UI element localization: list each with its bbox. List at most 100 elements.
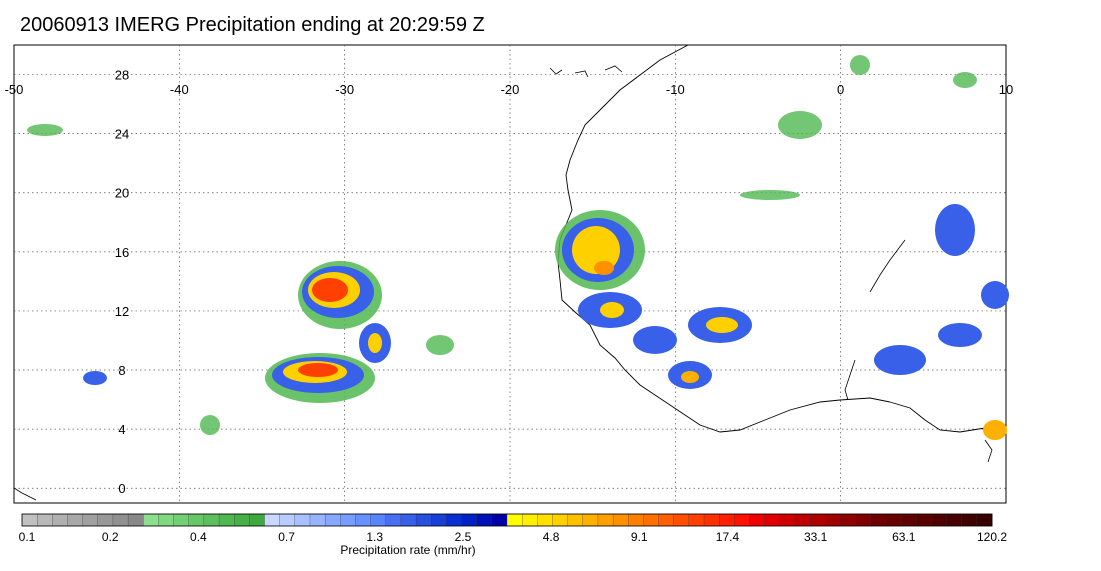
lat-tick-label: 28 xyxy=(115,68,129,83)
colorbar-tick-label: 0.7 xyxy=(278,530,295,544)
colorbar-swatch xyxy=(976,513,993,527)
colorbar-swatch xyxy=(188,513,205,527)
colorbar-swatch xyxy=(658,513,675,527)
colorbar-swatch xyxy=(249,513,265,527)
colorbar-swatch xyxy=(218,513,235,527)
colorbar-swatch xyxy=(340,513,356,527)
lat-tick-label: 0 xyxy=(118,481,125,496)
lon-tick-label: -40 xyxy=(170,82,189,97)
colorbar-swatch xyxy=(870,513,887,527)
colorbar-swatch xyxy=(734,513,750,527)
colorbar-swatch xyxy=(825,513,841,527)
colorbar-swatch xyxy=(385,513,402,527)
colorbar-swatch xyxy=(749,513,766,527)
colorbar-tick-label: 63.1 xyxy=(892,530,916,544)
colorbar-swatch xyxy=(900,513,917,527)
map-title: 20060913 IMERG Precipitation ending at 2… xyxy=(20,14,485,36)
lon-tick-label: -10 xyxy=(666,82,685,97)
colorbar-swatch xyxy=(643,513,660,527)
colorbar-swatch xyxy=(127,513,144,527)
colorbar-swatch xyxy=(809,513,826,527)
colorbar-swatch xyxy=(431,513,447,527)
colorbar xyxy=(21,513,993,527)
map-frame xyxy=(13,44,1007,504)
colorbar-swatch xyxy=(158,513,175,527)
colorbar-swatch xyxy=(946,513,963,527)
colorbar-swatch xyxy=(476,513,493,527)
colorbar-swatch xyxy=(506,513,523,527)
colorbar-tick-labels: 0.1 0.2 0.4 0.7 1.3 2.5 4.8 9.1 17.4 33.1 63.1 120.… xyxy=(19,530,1008,544)
lat-tick-label: 8 xyxy=(118,363,125,378)
colorbar-tick-label: 4.8 xyxy=(543,530,560,544)
colorbar-outline xyxy=(21,513,993,527)
colorbar-tick-label: 0.4 xyxy=(190,530,207,544)
axis-tick-labels: -50 -40 -30 -20 -10 0 10 0 4 8 12 16 20 24 28 xyxy=(5,68,1014,497)
colorbar-swatch xyxy=(82,513,99,527)
colorbar-tick-label: 2.5 xyxy=(455,530,472,544)
colorbar-swatch xyxy=(931,513,947,527)
lat-tick-label: 24 xyxy=(115,127,129,142)
precipitation-field xyxy=(27,55,1009,440)
colorbar-swatch xyxy=(21,513,38,527)
colorbar-swatch xyxy=(355,513,372,527)
lat-tick-label: 4 xyxy=(118,422,125,437)
colorbar-swatch xyxy=(173,513,190,527)
colorbar-swatch xyxy=(37,513,53,527)
gridlines xyxy=(14,45,1006,503)
colorbar-swatch xyxy=(415,513,432,527)
colorbar-swatch xyxy=(97,513,114,527)
colorbar-swatch xyxy=(719,513,735,527)
colorbar-label: Precipitation rate (mm/hr) xyxy=(340,543,475,557)
colorbar-swatch xyxy=(143,513,159,527)
colorbar-swatch xyxy=(597,513,614,527)
colorbar-swatch xyxy=(537,513,553,527)
colorbar-swatch xyxy=(203,513,220,527)
lon-tick-label: -50 xyxy=(5,82,24,97)
colorbar-swatch xyxy=(673,513,690,527)
colorbar-swatch xyxy=(916,513,932,527)
colorbar-tick-label: 1.3 xyxy=(366,530,383,544)
colorbar-swatch xyxy=(234,513,250,527)
colorbar-swatch xyxy=(400,513,417,527)
colorbar-swatch xyxy=(279,513,296,527)
colorbar-swatch xyxy=(264,513,281,527)
lon-tick-label: -30 xyxy=(335,82,354,97)
colorbar-swatch xyxy=(567,513,584,527)
colorbar-tick-label: 17.4 xyxy=(716,530,740,544)
colorbar-swatch xyxy=(855,513,872,527)
colorbar-swatch xyxy=(688,513,705,527)
colorbar-swatch xyxy=(324,513,341,527)
colorbar-swatch xyxy=(582,513,599,527)
colorbar-swatch xyxy=(294,513,311,527)
colorbar-swatch xyxy=(52,513,68,527)
colorbar-swatch xyxy=(461,513,478,527)
colorbar-swatch xyxy=(764,513,781,527)
colorbar-swatch xyxy=(794,513,811,527)
colorbar-swatch xyxy=(703,513,720,527)
colorbar-swatch xyxy=(491,513,508,527)
lon-tick-label: -20 xyxy=(501,82,520,97)
colorbar-tick-label: 0.2 xyxy=(102,530,119,544)
colorbar-swatch xyxy=(67,513,84,527)
colorbar-swatch xyxy=(370,513,387,527)
colorbar-swatch xyxy=(628,513,644,527)
coastline xyxy=(13,44,1007,501)
colorbar-swatch xyxy=(446,513,462,527)
colorbar-tick-label: 9.1 xyxy=(631,530,648,544)
colorbar-swatch xyxy=(522,513,538,527)
lat-tick-label: 20 xyxy=(115,186,129,201)
colorbar-swatch xyxy=(112,513,129,527)
colorbar-swatch xyxy=(961,513,978,527)
colorbar-tick-label: 120.2 xyxy=(977,530,1007,544)
colorbar-swatch xyxy=(552,513,569,527)
lat-tick-label: 16 xyxy=(115,245,129,260)
lon-tick-label: 10 xyxy=(999,82,1013,97)
colorbar-swatch xyxy=(840,513,857,527)
colorbar-swatch xyxy=(612,513,629,527)
colorbar-tick-label: 33.1 xyxy=(804,530,828,544)
colorbar-swatch xyxy=(309,513,326,527)
colorbar-swatch xyxy=(779,513,796,527)
colorbar-swatch xyxy=(885,513,902,527)
lon-tick-label: 0 xyxy=(837,82,844,97)
